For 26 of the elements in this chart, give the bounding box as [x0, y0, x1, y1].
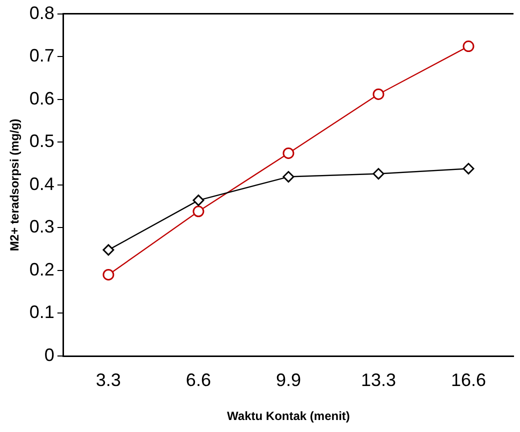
x-axis-title: Waktu Kontak (menit) — [227, 409, 350, 424]
x-tick-label: 13.3 — [360, 370, 396, 390]
y-tick-label: 0.3 — [29, 216, 54, 237]
point — [462, 162, 474, 174]
point — [462, 40, 474, 52]
y-tick-label: 0.6 — [29, 88, 54, 108]
y-tick-label: 0.7 — [29, 46, 54, 66]
point — [372, 88, 384, 100]
point — [192, 194, 204, 206]
y-tick-label: 0.5 — [29, 131, 54, 152]
point — [282, 147, 294, 159]
point — [282, 171, 294, 183]
x-tick-label: 3.3 — [96, 370, 121, 390]
y-tick-label: 0.8 — [29, 2, 54, 23]
point — [372, 168, 384, 180]
point — [102, 268, 114, 280]
y-tick-label: 0.4 — [29, 174, 54, 194]
y-axis-title: M2+ teradsorpsi (mg/g) — [8, 118, 22, 252]
x-tick-label: 16.6 — [450, 370, 486, 390]
y-tick-label: 0.2 — [29, 259, 54, 280]
y-tick-label: 0 — [44, 344, 54, 365]
point — [102, 244, 114, 256]
x-tick-label: 9.9 — [276, 370, 301, 390]
point — [192, 206, 204, 218]
y-tick-label: 0.1 — [29, 302, 54, 322]
x-tick-label: 6.6 — [186, 370, 211, 390]
